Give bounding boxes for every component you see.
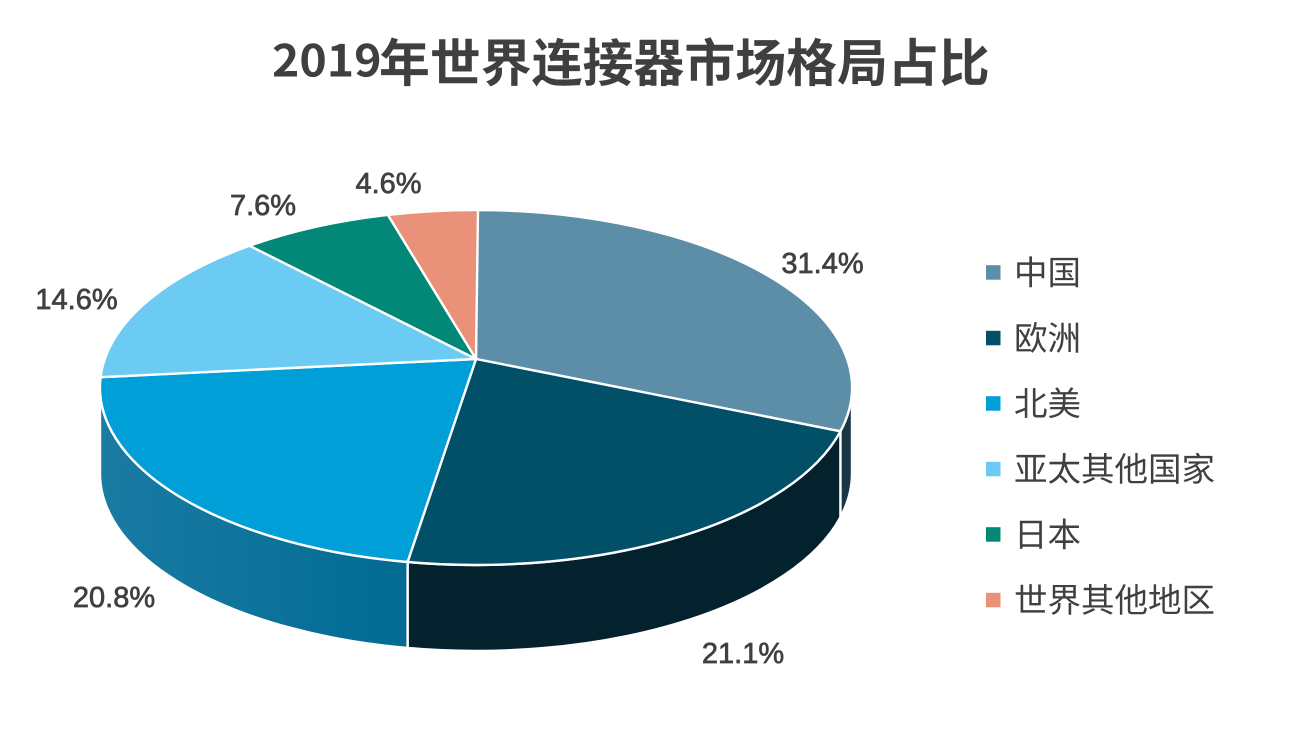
svg-text:31.4%: 31.4% <box>781 248 863 280</box>
svg-text:7.6%: 7.6% <box>230 190 296 222</box>
svg-text:14.6%: 14.6% <box>35 284 117 316</box>
svg-text:20.8%: 20.8% <box>73 582 155 614</box>
svg-text:4.6%: 4.6% <box>355 168 421 200</box>
svg-text:21.1%: 21.1% <box>702 638 784 670</box>
